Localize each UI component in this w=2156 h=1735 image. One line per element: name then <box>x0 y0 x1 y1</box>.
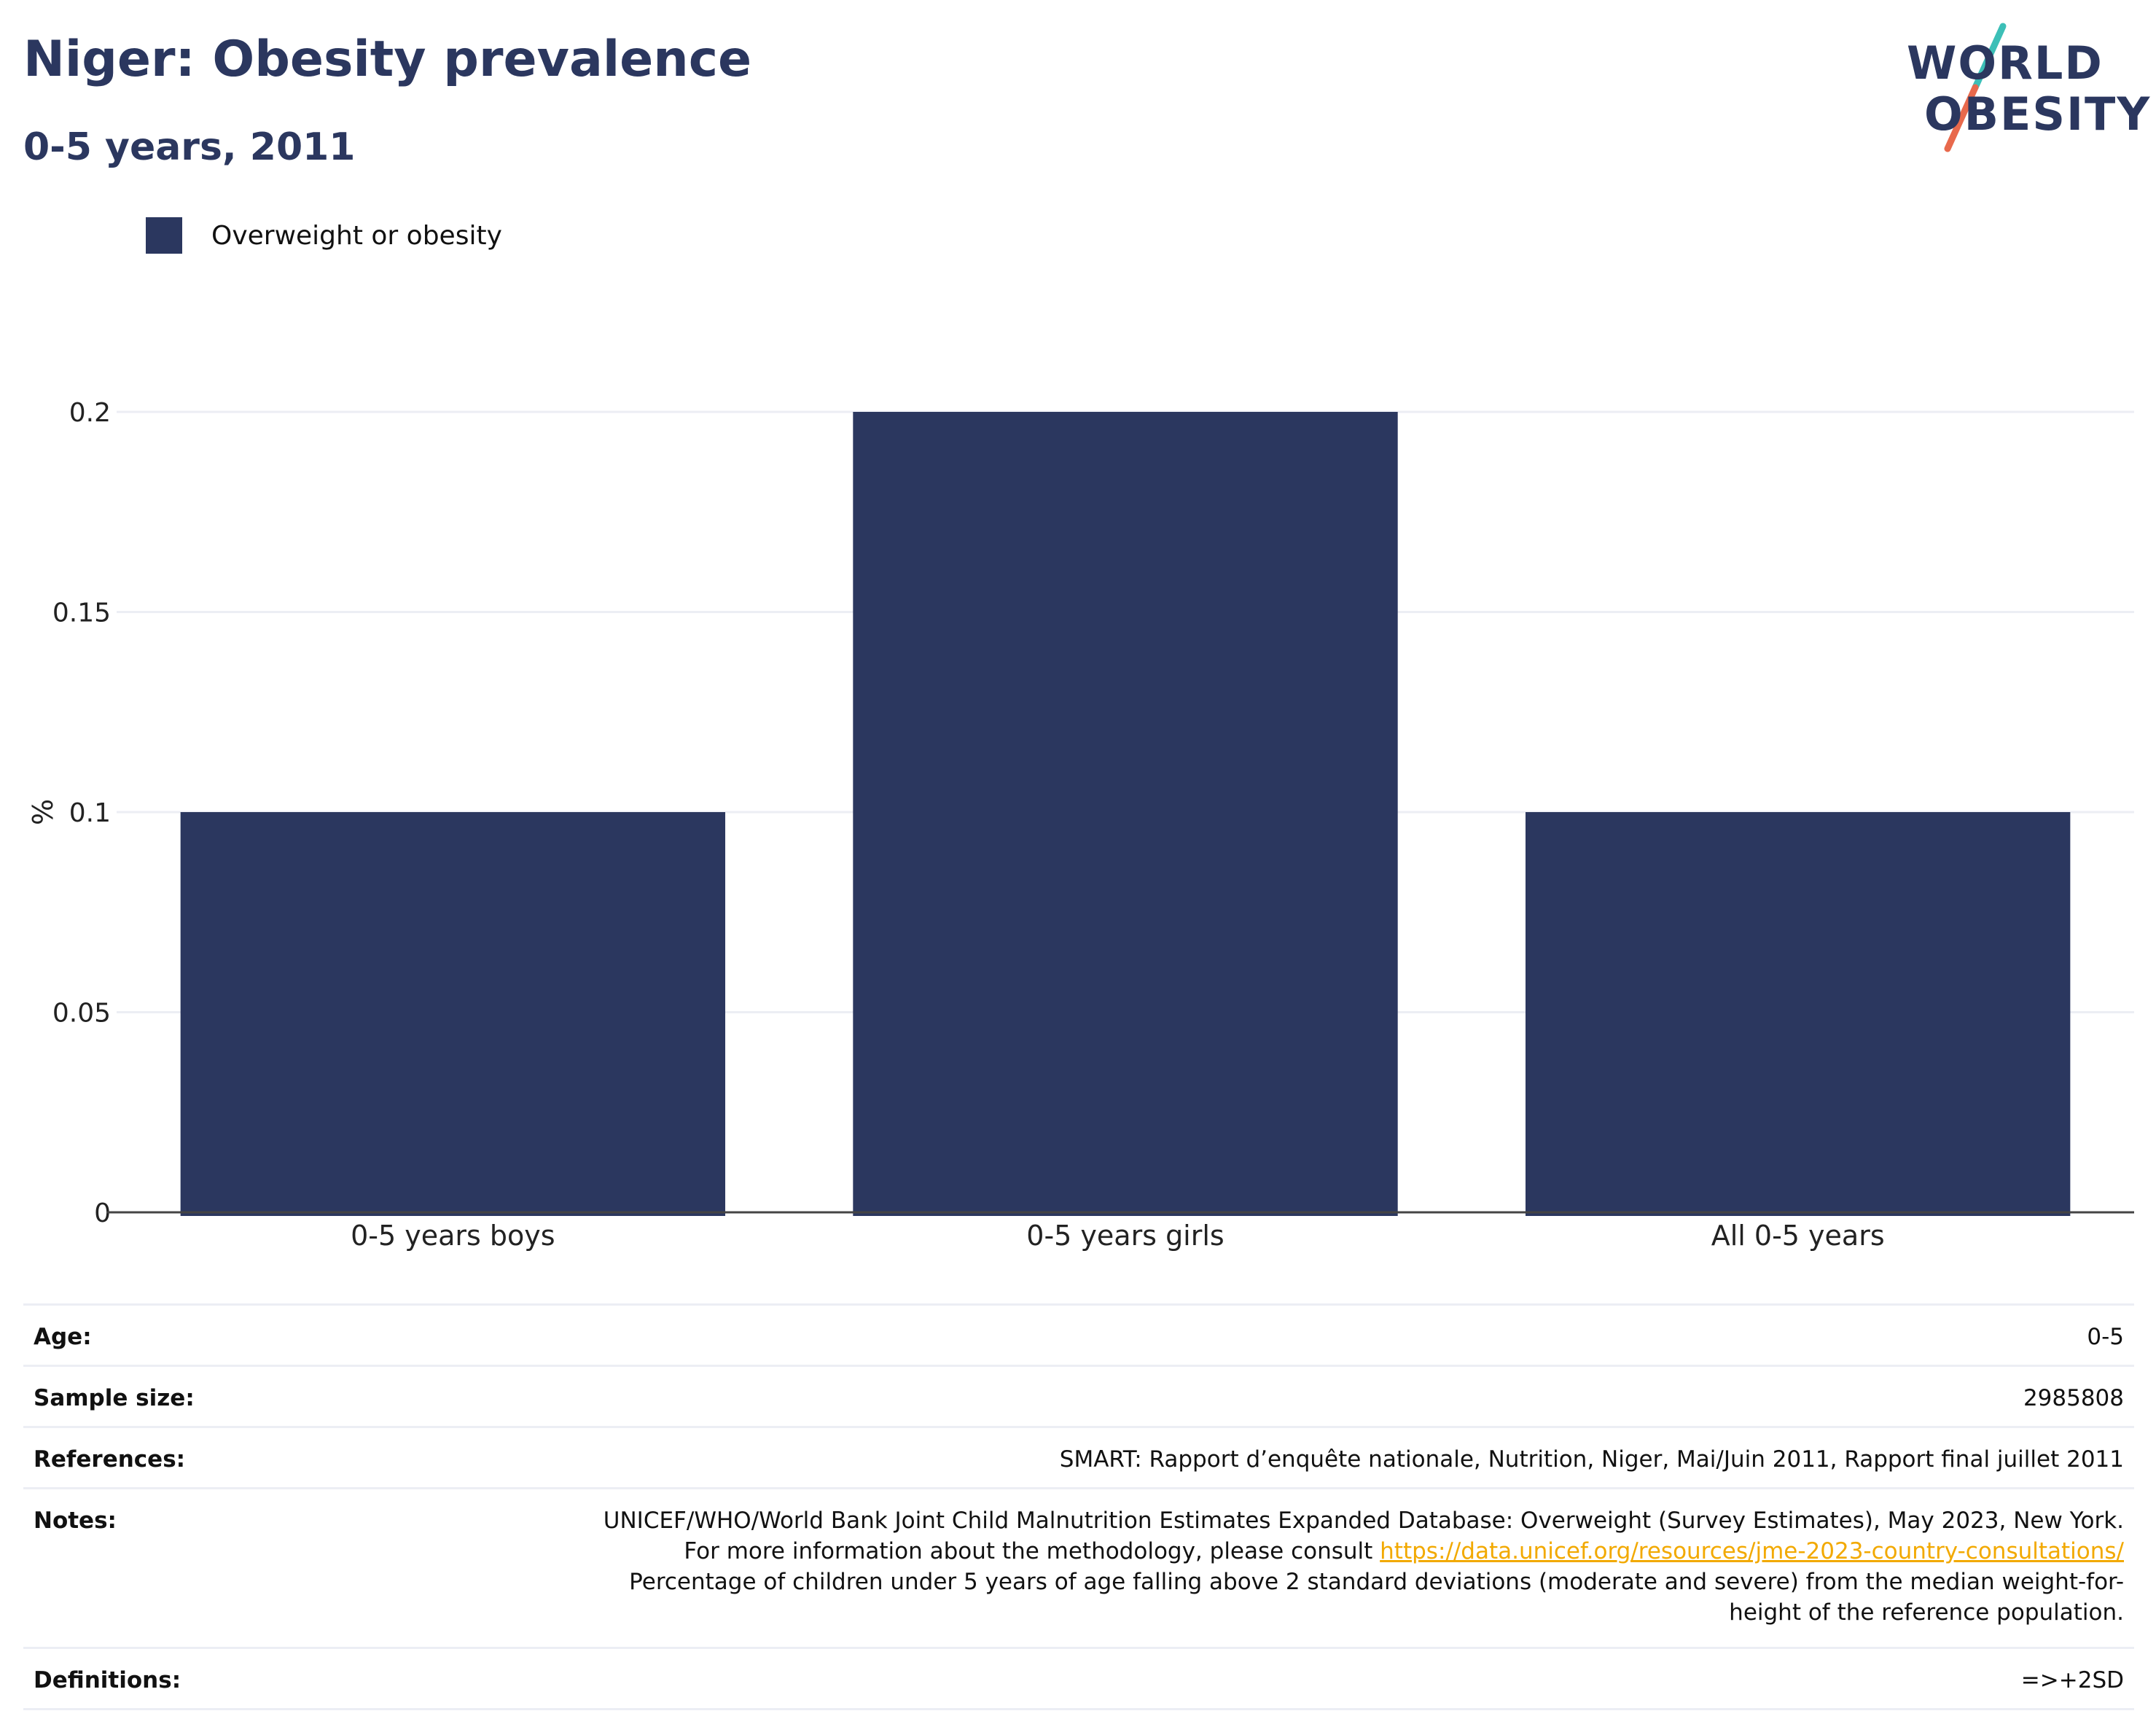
y-axis-title: % <box>27 799 59 825</box>
chart-subtitle: 0-5 years, 2011 <box>23 125 356 169</box>
x-tick-label: 0-5 years boys <box>351 1220 555 1252</box>
info-value-notes: UNICEF/WHO/World Bank Joint Child Malnut… <box>586 1489 2134 1628</box>
info-label-notes: Notes: <box>34 1508 117 1534</box>
bar <box>853 412 1398 1216</box>
info-value-definitions: =>+2SD <box>2020 1667 2124 1693</box>
info-label-definitions: Definitions: <box>34 1667 181 1693</box>
info-row-definitions: Definitions: =>+2SD <box>23 1649 2134 1710</box>
logo-text-world: WORLD <box>1907 36 2104 90</box>
bar <box>180 812 726 1216</box>
y-tick-label: 0.1 <box>69 798 111 828</box>
info-label-sample-size: Sample size: <box>34 1385 195 1411</box>
logo-text-obesity: OBESITY <box>1924 87 2152 141</box>
info-row-sample-size: Sample size: 2985808 <box>23 1367 2134 1428</box>
legend-label: Overweight or obesity <box>211 220 502 251</box>
notes-text-definition: Percentage of children under 5 years of … <box>629 1569 2124 1626</box>
world-obesity-logo: WORLD OBESITY <box>1902 20 2149 159</box>
info-row-age: Age: 0-5 <box>23 1306 2134 1367</box>
info-value-age: 0-5 <box>2087 1324 2124 1350</box>
info-row-references: References: SMART: Rapport d’enquête nat… <box>23 1428 2134 1489</box>
bar <box>1525 812 2071 1216</box>
methodology-link[interactable]: https://data.unicef.org/resources/jme-20… <box>1380 1538 2124 1564</box>
bar-chart: 0 0.05 0.1 0.15 0.2% 0-5 years boys 0-5 years … <box>27 398 2134 1252</box>
info-row-notes: Notes: UNICEF/WHO/World Bank Joint Child… <box>23 1489 2134 1649</box>
info-label-age: Age: <box>34 1324 92 1350</box>
x-tick-label: 0-5 years girls <box>1026 1220 1224 1252</box>
chart-title: Niger: Obesity prevalence <box>23 31 752 88</box>
y-tick-label: 0.2 <box>69 398 111 428</box>
logo-slash-icon <box>1944 23 2007 152</box>
y-tick-label: 0.05 <box>52 999 111 1029</box>
chart-legend: Overweight or obesity <box>146 217 502 254</box>
info-value-sample-size: 2985808 <box>2023 1385 2124 1411</box>
info-value-references: SMART: Rapport d’enquête nationale, Nutr… <box>1059 1446 2124 1473</box>
info-label-references: References: <box>34 1446 186 1473</box>
info-table: Age: 0-5 Sample size: 2985808 References… <box>23 1303 2134 1710</box>
x-tick-label: All 0-5 years <box>1711 1220 1885 1252</box>
y-tick-label: 0.15 <box>52 599 111 628</box>
legend-swatch <box>146 217 182 254</box>
notes-text-source: UNICEF/WHO/World Bank Joint Child Malnut… <box>603 1508 2124 1564</box>
y-tick-label: 0 <box>94 1198 111 1228</box>
